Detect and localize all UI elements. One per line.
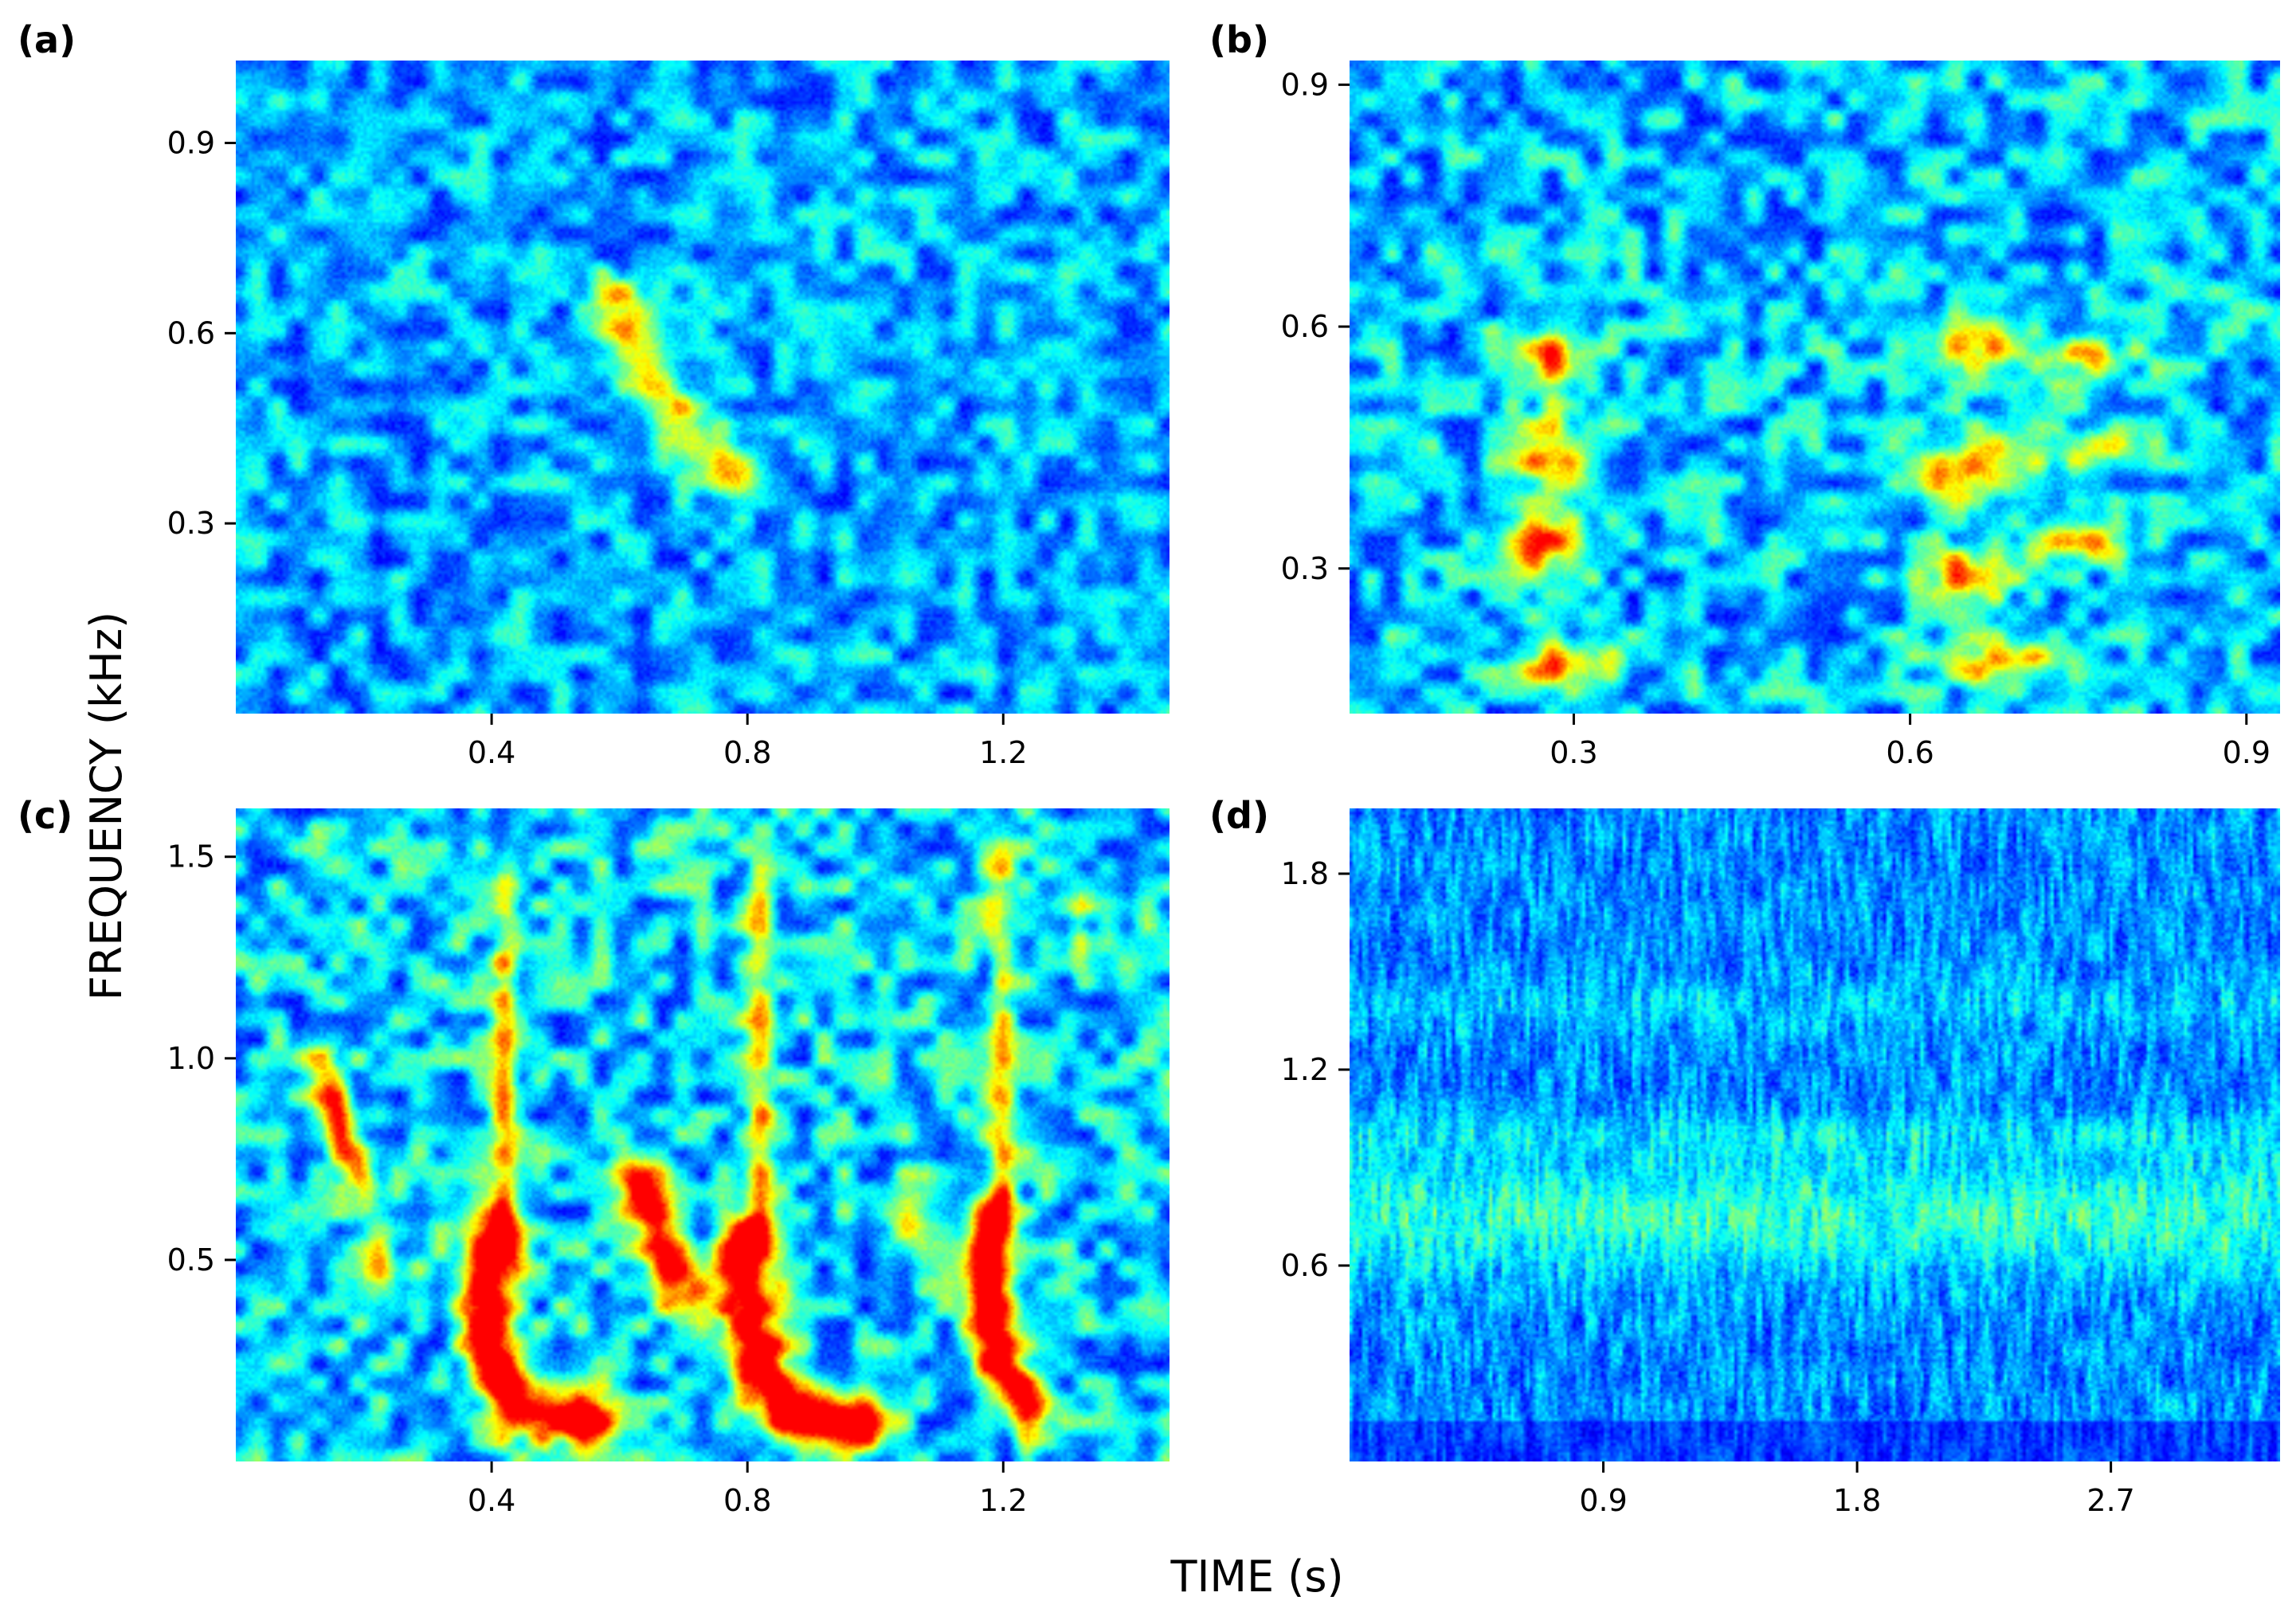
panel-label: (a) bbox=[18, 18, 76, 61]
panel-c: (c) 0.4 0.8 1.2 0.5 1.0 1.5 bbox=[18, 794, 1170, 1518]
x-tick-label: 1.2 bbox=[979, 735, 1027, 770]
panel-b: (b) 0.3 0.6 0.9 0.3 0.6 0.9 bbox=[1209, 18, 2280, 770]
x-tick-label: 1.8 bbox=[1833, 1483, 1881, 1518]
x-tick-label: 0.3 bbox=[1550, 735, 1597, 770]
spectrogram-heatmap bbox=[236, 808, 1170, 1461]
panel-label: (d) bbox=[1209, 794, 1269, 837]
y-tick-label: 0.9 bbox=[1281, 67, 1329, 102]
panel-a: (a) 0.4 0.8 1.2 0.3 0.6 0.9 bbox=[18, 18, 1170, 770]
y-tick-label: 1.2 bbox=[1281, 1052, 1329, 1087]
x-tick-label: 0.6 bbox=[1886, 735, 1934, 770]
x-tick-label: 0.8 bbox=[723, 1483, 771, 1518]
y-tick-label: 1.5 bbox=[167, 839, 215, 874]
x-tick-label: 0.9 bbox=[2223, 735, 2271, 770]
y-tick-label: 0.6 bbox=[167, 315, 215, 350]
y-tick-label: 1.0 bbox=[167, 1041, 215, 1076]
y-tick-label: 0.6 bbox=[1281, 309, 1329, 344]
spectrogram-heatmap bbox=[236, 61, 1170, 714]
y-tick-label: 0.6 bbox=[1281, 1248, 1329, 1283]
shared-x-axis-title: TIME (s) bbox=[1170, 1551, 1343, 1602]
shared-y-axis-title: FREQUENCY (kHz) bbox=[81, 612, 131, 1001]
x-tick-label: 0.8 bbox=[723, 735, 771, 770]
panel-d: (d) 0.9 1.8 2.7 0.6 1.2 1.8 bbox=[1209, 794, 2280, 1518]
y-tick-label: 1.8 bbox=[1281, 856, 1329, 891]
panel-label: (c) bbox=[18, 794, 72, 837]
spectrogram-heatmap bbox=[1350, 61, 2280, 714]
y-tick-label: 0.9 bbox=[167, 125, 215, 160]
x-tick-label: 0.4 bbox=[468, 1483, 515, 1518]
x-tick-label: 0.9 bbox=[1579, 1483, 1627, 1518]
y-tick-label: 0.3 bbox=[1281, 551, 1329, 586]
y-tick-label: 0.5 bbox=[167, 1242, 215, 1277]
x-tick-label: 2.7 bbox=[2086, 1483, 2134, 1518]
panel-label: (b) bbox=[1209, 18, 1269, 61]
x-tick-label: 1.2 bbox=[979, 1483, 1027, 1518]
spectrogram-heatmap bbox=[1350, 808, 2280, 1461]
y-tick-label: 0.3 bbox=[167, 506, 215, 541]
x-tick-label: 0.4 bbox=[468, 735, 515, 770]
